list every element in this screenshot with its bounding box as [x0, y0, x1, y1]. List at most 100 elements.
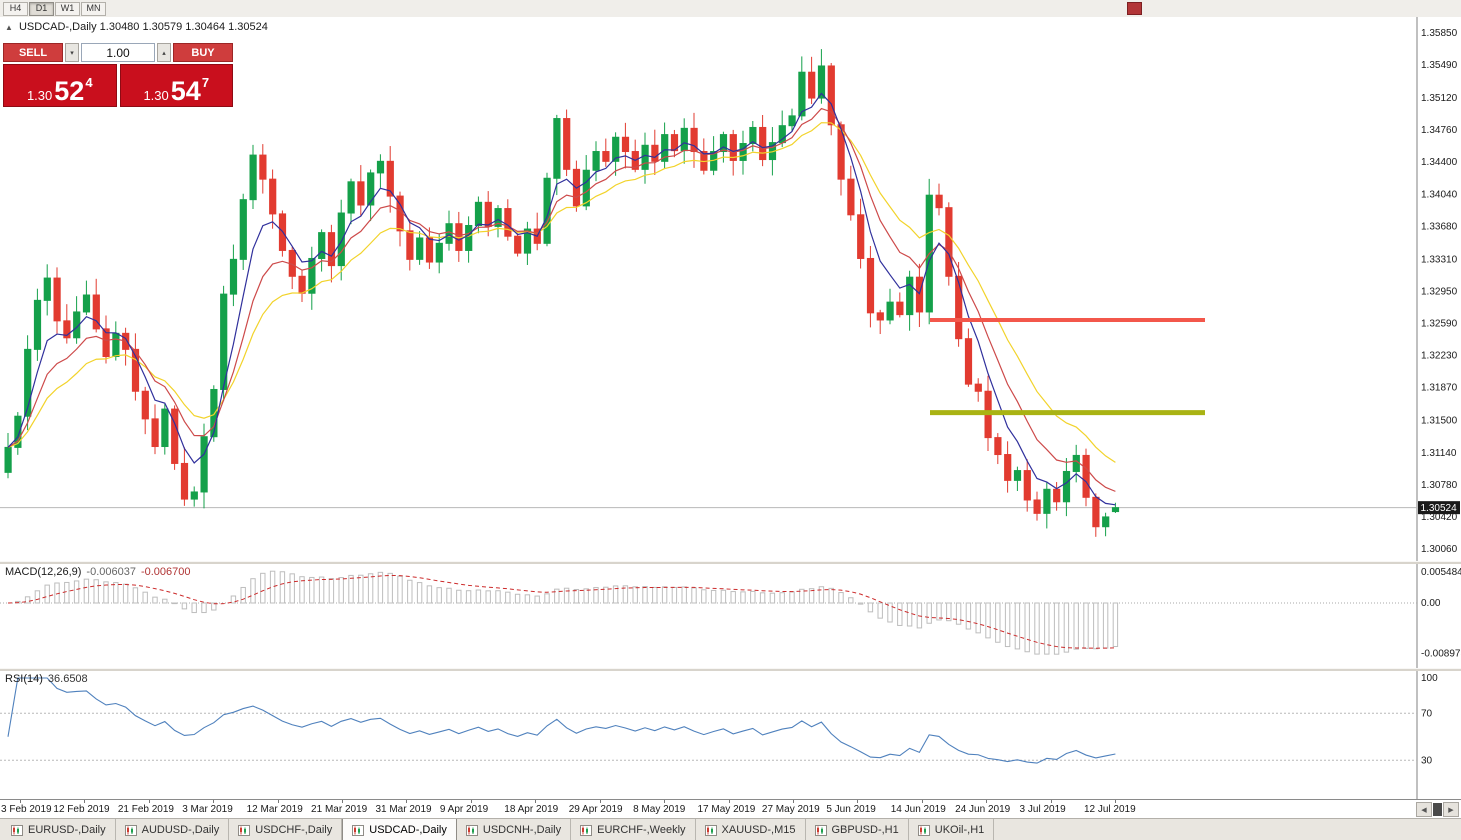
- macd-title: MACD(12,26,9): [5, 566, 82, 578]
- toolbar: H4 D1 W1 MN: [0, 0, 1461, 18]
- chart-tab-eurchf[interactable]: EURCHF-,Weekly: [571, 819, 696, 840]
- rsi-title: RSI(14): [5, 673, 43, 685]
- timeframe-button-w1[interactable]: W1: [55, 1, 80, 16]
- timeframe-button-h4[interactable]: H4: [3, 1, 28, 16]
- macd-signal-value: -0.006700: [140, 566, 191, 578]
- chart-window-icon[interactable]: [1127, 2, 1142, 15]
- collapse-trade-panel-icon[interactable]: ▲: [5, 23, 13, 32]
- svg-text:0.00: 0.00: [1421, 598, 1441, 609]
- date-label: 3 Jul 2019: [1019, 804, 1066, 815]
- svg-text:1.32590: 1.32590: [1421, 319, 1458, 330]
- scroll-right-button[interactable]: ▶: [1443, 802, 1459, 817]
- chart-icon: [814, 824, 827, 836]
- svg-text:1.34040: 1.34040: [1421, 189, 1458, 200]
- chart-tab-usdcad[interactable]: USDCAD-,Daily: [342, 819, 457, 840]
- symbol-header: ▲ USDCAD-,Daily 1.30480 1.30579 1.30464 …: [5, 21, 268, 33]
- date-label: 24 Jun 2019: [955, 804, 1011, 815]
- buy-price-display[interactable]: 1.30 54 7: [119, 64, 233, 107]
- rsi-chart[interactable]: 100 70 30: [0, 671, 1461, 799]
- macd-main-value: -0.006037: [86, 566, 136, 578]
- svg-text:1.30524: 1.30524: [1421, 503, 1458, 514]
- symbol-ohlc-text: USDCAD-,Daily 1.30480 1.30579 1.30464 1.…: [18, 21, 268, 33]
- svg-text:1.31870: 1.31870: [1421, 383, 1458, 394]
- ma-fast-line: [7, 92, 1116, 506]
- sell-price-display[interactable]: 1.30 52 4: [3, 64, 117, 107]
- sell-price-point: 4: [85, 75, 93, 90]
- tab-label: AUDUSD-,Daily: [141, 824, 220, 836]
- timeframe-toolbar: H4 D1 W1 MN: [0, 1, 106, 16]
- timeframe-button-mn[interactable]: MN: [81, 1, 106, 16]
- date-label: 14 Jun 2019: [890, 804, 946, 815]
- time-axis-tick: [213, 800, 215, 803]
- sell-button[interactable]: SELL: [3, 43, 63, 62]
- time-axis-tick: [84, 800, 86, 803]
- scroll-thumb[interactable]: [1433, 803, 1442, 816]
- macd-panel: 0.005484 0.00 -0.008973 MACD(12,26,9) -0.00…: [0, 564, 1461, 668]
- svg-text:1.34760: 1.34760: [1421, 125, 1458, 136]
- chart-icon: [352, 824, 365, 836]
- chart-tab-audusd[interactable]: AUDUSD-,Daily: [115, 819, 230, 840]
- price-chart[interactable]: 1.35850 1.35490 1.35120 1.34760 1.34400 1.340…: [0, 17, 1461, 561]
- date-label: 12 Mar 2019: [246, 804, 303, 815]
- trade-panel-controls: SELL ▾ 1.00 ▴ BUY: [3, 43, 233, 62]
- time-axis[interactable]: ◀ ▶ 3 Feb 2019 12 Feb 2019 21 Feb 2019 3 Ma…: [0, 799, 1461, 819]
- macd-chart[interactable]: 0.005484 0.00 -0.008973: [0, 564, 1461, 668]
- tab-label: UKOil-,H1: [934, 824, 985, 836]
- buy-price-pips: 54: [170, 76, 201, 107]
- chart-tab-ukoil[interactable]: UKOil-,H1: [908, 819, 995, 840]
- chart-icon: [465, 824, 478, 836]
- svg-text:0.005484: 0.005484: [1421, 567, 1461, 578]
- time-axis-tick: [921, 800, 923, 803]
- chart-tab-gbpusd[interactable]: GBPUSD-,H1: [805, 819, 909, 840]
- svg-text:1.32230: 1.32230: [1421, 351, 1458, 362]
- svg-text:1.35490: 1.35490: [1421, 60, 1458, 71]
- timeframe-button-d1[interactable]: D1: [29, 1, 54, 16]
- date-label: 12 Jul 2019: [1083, 804, 1136, 815]
- time-axis-tick: [20, 800, 21, 803]
- svg-text:1.30420: 1.30420: [1421, 512, 1458, 523]
- date-label: 17 May 2019: [697, 804, 756, 815]
- chart-icon: [11, 824, 23, 836]
- chart-tab-usdchf[interactable]: USDCHF-,Daily: [229, 819, 343, 840]
- time-axis-tick: [599, 800, 601, 803]
- ma-slow-line: [7, 122, 1116, 463]
- svg-text:100: 100: [1421, 673, 1438, 684]
- time-axis-tick: [342, 800, 344, 803]
- svg-text:1.35120: 1.35120: [1421, 93, 1458, 104]
- chart-tab-xauusd[interactable]: XAUUSD-,M15: [695, 819, 806, 840]
- svg-text:1.30780: 1.30780: [1421, 480, 1458, 491]
- date-label: 21 Mar 2019: [311, 804, 368, 815]
- rsi-panel: 100 70 30 RSI(14) 36.6508: [0, 671, 1461, 799]
- svg-text:30: 30: [1421, 755, 1433, 766]
- date-label: 3 Mar 2019: [182, 804, 233, 815]
- volume-increase-button[interactable]: ▴: [157, 43, 171, 62]
- date-label: 31 Mar 2019: [375, 804, 432, 815]
- date-label: 5 Jun 2019: [826, 804, 876, 815]
- rsi-line: [7, 677, 1116, 764]
- time-axis-tick: [535, 800, 537, 803]
- scroll-left-button[interactable]: ◀: [1416, 802, 1432, 817]
- chart-tab-eurusd[interactable]: EURUSD-,Daily: [2, 819, 116, 840]
- price-chart-panel: 1.35850 1.35490 1.35120 1.34760 1.34400 1.340…: [0, 17, 1461, 561]
- trade-panel-prices: 1.30 52 4 1.30 54 7: [3, 64, 233, 107]
- chart-icon: [580, 824, 593, 836]
- sell-price-pips: 52: [54, 76, 85, 107]
- svg-text:1.33310: 1.33310: [1421, 254, 1458, 265]
- time-axis-tick: [1050, 800, 1052, 803]
- chart-tab-usdcnh[interactable]: USDCNH-,Daily: [456, 819, 572, 840]
- time-axis-tick: [470, 800, 472, 803]
- svg-text:1.31140: 1.31140: [1421, 448, 1457, 459]
- ma-mid-line: [7, 107, 1116, 492]
- volume-decrease-button[interactable]: ▾: [65, 43, 79, 62]
- time-axis-tick: [664, 800, 666, 803]
- buy-button[interactable]: BUY: [173, 43, 233, 62]
- svg-text:-0.008973: -0.008973: [1421, 649, 1461, 660]
- volume-input[interactable]: 1.00: [81, 43, 155, 62]
- date-label: 29 Apr 2019: [568, 804, 623, 815]
- date-label: 9 Apr 2019: [439, 804, 489, 815]
- chart-tabs-bar: EURUSD-,Daily AUDUSD-,Daily USDCHF-,Daily U…: [0, 818, 1461, 840]
- date-label: 18 Apr 2019: [504, 804, 559, 815]
- svg-text:70: 70: [1421, 708, 1433, 719]
- chart-icon: [124, 824, 137, 836]
- date-label: 3 Feb 2019: [1, 804, 52, 815]
